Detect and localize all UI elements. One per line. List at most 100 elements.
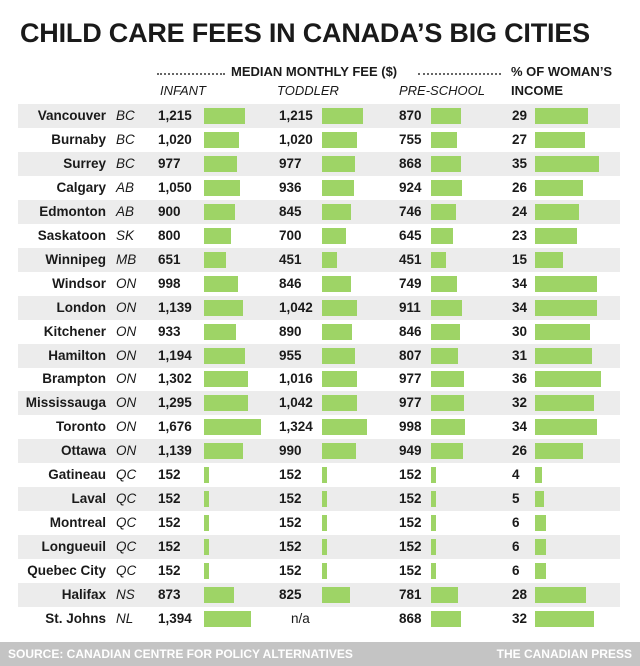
pct-bar: [535, 419, 598, 436]
pct-value-label: 6: [512, 539, 520, 555]
table-row: Gatineau QC 152 152 152 4: [18, 463, 620, 487]
pct-bar: [535, 179, 583, 196]
infant-bar: [204, 539, 210, 556]
infant-bar: [204, 587, 234, 603]
infant-bar: [204, 443, 243, 460]
infant-value-label: 998: [158, 275, 181, 291]
province-code: BC: [116, 155, 135, 171]
city-name: Toronto: [56, 419, 106, 435]
preschool-value-label: 781: [399, 587, 422, 602]
province-code: SK: [116, 227, 135, 243]
pct-bar: [535, 491, 545, 508]
preschool-bar: [431, 611, 461, 627]
toddler-bar: [322, 563, 328, 579]
toddler-value-label: 845: [279, 203, 302, 219]
pct-bar: [535, 539, 546, 556]
pct-bar: [535, 108, 589, 124]
toddler-bar: [322, 443, 356, 460]
pct-bar: [535, 515, 546, 532]
toddler-bar: [322, 323, 353, 340]
credit-text: THE CANADIAN PRESS: [496, 647, 632, 661]
city-name: Laval: [71, 491, 106, 507]
infant-bar: [204, 323, 236, 340]
infant-value-label: 933: [158, 323, 181, 339]
table-row: Windsor ON 998 846 749 34: [18, 272, 620, 296]
preschool-value-label: 152: [399, 467, 422, 483]
toddler-bar: [322, 515, 328, 532]
preschool-value-label: 868: [399, 611, 422, 626]
pct-value-label: 6: [512, 563, 520, 578]
infant-value-label: 152: [158, 539, 181, 555]
table-row: Saskatoon SK 800 700 645 23: [18, 224, 620, 248]
pct-bar: [535, 323, 590, 340]
preschool-value-label: 749: [399, 275, 422, 291]
table-row: Vancouver BC 1,215 1,215 870 29: [18, 104, 620, 128]
table-row: Burnaby BC 1,020 1,020 755 27: [18, 128, 620, 152]
infant-value-label: 1,295: [158, 395, 192, 411]
toddler-bar: [322, 347, 355, 364]
pct-value-label: 24: [512, 203, 528, 219]
pct-value-label: 5: [512, 491, 520, 507]
preschool-bar: [431, 467, 437, 484]
infant-value-label: 1,215: [158, 108, 192, 123]
toddler-value-label: 1,042: [279, 299, 313, 315]
province-code: QC: [116, 539, 137, 555]
province-code: NS: [116, 587, 135, 602]
pct-bar: [535, 203, 579, 220]
infant-value-label: 800: [158, 227, 181, 243]
pct-value-label: 36: [512, 371, 528, 387]
pct-bar: [535, 563, 546, 579]
infant-bar: [204, 155, 238, 172]
table-row: Edmonton AB 900 845 746 24: [18, 199, 620, 224]
infant-value-label: 1,302: [158, 371, 192, 387]
city-name: Edmonton: [39, 203, 106, 219]
pct-value-label: 26: [512, 179, 528, 195]
pct-bar: [535, 275, 598, 292]
table-row: London ON 1,139 1,042 911 34: [18, 295, 620, 320]
province-code: QC: [116, 563, 137, 578]
source-text: SOURCE: CANADIAN CENTRE FOR POLICY ALTER…: [8, 647, 353, 661]
toddler-bar: [322, 491, 328, 508]
city-name: Hamilton: [48, 347, 106, 363]
preschool-value-label: 870: [399, 108, 422, 123]
table-row: Calgary AB 1,050 936 924 26: [18, 176, 620, 200]
preschool-bar: [431, 371, 465, 388]
province-code: ON: [116, 299, 137, 315]
pct-bar: [535, 299, 598, 316]
preschool-bar: [431, 275, 457, 292]
toddler-value-label: 152: [279, 563, 302, 578]
infant-bar: [204, 108, 246, 124]
toddler-bar: [322, 179, 354, 196]
preschool-bar: [431, 395, 465, 412]
infant-value-label: 651: [158, 251, 181, 267]
toddler-value-label: 890: [279, 323, 302, 339]
infant-header: INFANT: [160, 83, 206, 98]
preschool-value-label: 451: [399, 251, 422, 267]
preschool-bar: [431, 587, 458, 603]
table-row: Halifax NS 873 825 781 28: [18, 583, 620, 607]
infant-bar: [204, 515, 210, 532]
preschool-bar: [431, 179, 463, 196]
infant-value-label: 1,394: [158, 611, 192, 626]
table-row: Quebec City QC 152 152 152 6: [18, 559, 620, 583]
infant-bar: [204, 347, 245, 364]
preschool-value-label: 152: [399, 491, 422, 507]
province-code: ON: [116, 419, 137, 435]
preschool-bar: [431, 539, 437, 556]
infant-value-label: 152: [158, 467, 181, 483]
table-row: Longueuil QC 152 152 152 6: [18, 535, 620, 560]
toddler-value-label: 1,215: [279, 108, 313, 123]
page-title: CHILD CARE FEES IN CANADA’S BIG CITIES: [20, 18, 590, 48]
city-name: Vancouver: [37, 108, 106, 123]
table-row: Toronto ON 1,676 1,324 998 34: [18, 415, 620, 439]
toddler-value-label: 825: [279, 587, 302, 602]
toddler-value-label: 1,020: [279, 132, 313, 147]
preschool-bar: [431, 155, 461, 172]
toddler-value-label: 152: [279, 539, 302, 555]
toddler-value-label: 936: [279, 179, 302, 195]
toddler-bar: [322, 275, 351, 292]
toddler-bar: [322, 251, 338, 268]
city-name: Burnaby: [51, 132, 106, 147]
infant-value-label: 900: [158, 203, 181, 219]
infant-value-label: 1,050: [158, 179, 192, 195]
